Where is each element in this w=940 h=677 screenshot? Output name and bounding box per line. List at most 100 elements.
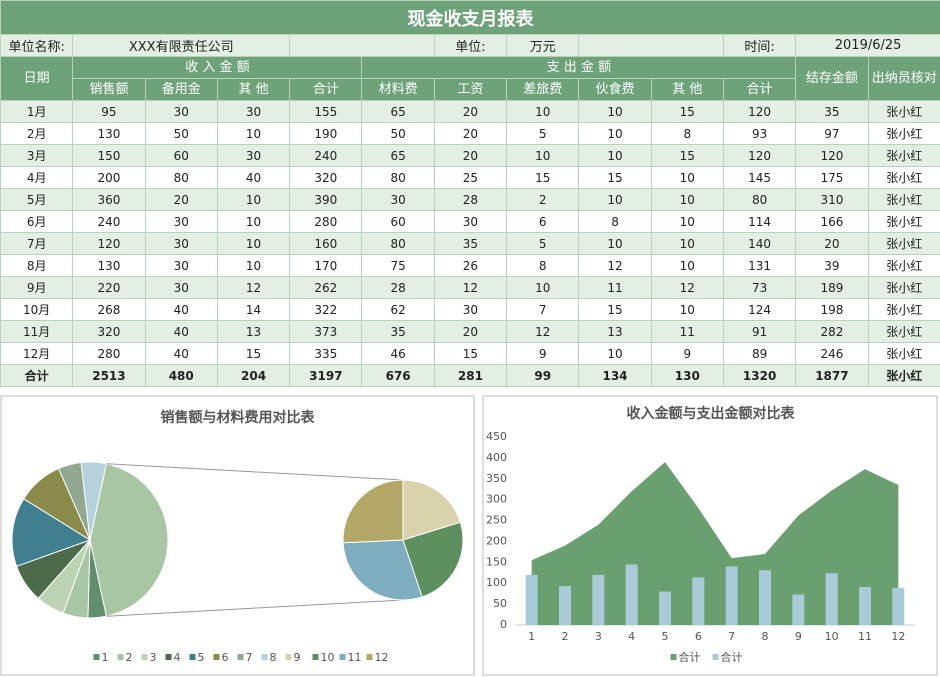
table-cell: 3月 <box>0 144 74 167</box>
table-row: 10月 268 40 14 322 62 30 7 15 10 124 198 张小红 <box>0 298 940 321</box>
legend-swatch <box>339 654 346 660</box>
table-row: 5月 360 20 10 390 30 28 2 10 10 80 310 张小红 <box>0 188 940 211</box>
table-cell: 10 <box>578 232 652 255</box>
header-cell: 工资 <box>433 78 508 101</box>
legend-swatch <box>285 654 292 660</box>
legend-swatch <box>237 654 244 660</box>
header-cell: 伙食费 <box>578 78 652 101</box>
table-cell: 15 <box>433 342 508 365</box>
table-cell: 张小红 <box>867 144 940 167</box>
table-cell: 10 <box>650 232 724 255</box>
table-cell: 220 <box>72 276 146 299</box>
table-cell: 11 <box>650 320 724 343</box>
legend-swatch <box>141 654 148 660</box>
header-cell: 合计 <box>289 78 363 101</box>
header-cell: 结存金额 <box>795 56 869 101</box>
y-tick-label: 300 <box>486 493 507 506</box>
table-cell: 676 <box>361 364 435 387</box>
table-cell: 28 <box>361 276 435 299</box>
header-cell: 备用金 <box>144 78 218 101</box>
table-cell: 万元 <box>506 34 580 57</box>
table-cell: 26 <box>433 254 508 277</box>
table-row: 2月 130 50 10 190 50 20 5 10 8 93 97 张小红 <box>0 122 940 145</box>
table-cell: 99 <box>506 364 580 387</box>
table-cell: 合计 <box>0 364 74 387</box>
table-cell: 30 <box>216 100 291 123</box>
bar <box>592 574 605 625</box>
legend-swatch <box>670 654 677 660</box>
legend-label: 6 <box>222 651 229 664</box>
x-tick-label: 5 <box>662 630 669 643</box>
table-cell: 120 <box>72 232 146 255</box>
table-cell: 12 <box>216 276 291 299</box>
x-tick-label: 2 <box>562 630 569 643</box>
x-tick-label: 12 <box>891 630 905 643</box>
table-row: 7月 120 30 10 160 80 35 5 10 10 140 20 张小红 <box>0 232 940 255</box>
table-cell: 65 <box>361 100 435 123</box>
bar <box>725 566 738 625</box>
legend-label: 2 <box>126 651 133 664</box>
y-tick-label: 200 <box>486 534 507 547</box>
legend-swatch <box>366 654 373 660</box>
table-cell: 15 <box>650 144 724 167</box>
legend-swatch <box>261 654 268 660</box>
table-cell: 张小红 <box>867 320 940 343</box>
table-cell: 20 <box>433 122 508 145</box>
table-cell: 20 <box>433 144 508 167</box>
table-row: 8月 130 30 10 170 75 26 8 12 10 131 39 张小红 <box>0 254 940 277</box>
table-cell: 12月 <box>0 342 74 365</box>
table-cell: 134 <box>578 364 652 387</box>
table-cell: 10 <box>578 188 652 211</box>
table-cell: 30 <box>216 144 291 167</box>
pie-slice <box>402 521 464 598</box>
table-cell: 65 <box>361 144 435 167</box>
table-cell: 张小红 <box>867 100 940 123</box>
table-cell: 30 <box>144 100 218 123</box>
table-cell: 时间: <box>722 34 797 57</box>
table-cell: 150 <box>72 144 146 167</box>
table-row: 6月 240 30 10 280 60 30 6 8 10 114 166 张小红 <box>0 210 940 233</box>
x-tick-label: 7 <box>728 630 735 643</box>
connector <box>106 599 404 617</box>
table-cell: 60 <box>144 144 218 167</box>
bar <box>892 587 905 625</box>
table-cell: 1320 <box>722 364 797 387</box>
y-tick-label: 350 <box>486 472 507 485</box>
pie-slice <box>342 539 423 601</box>
legend-label: 5 <box>198 651 205 664</box>
bar <box>825 573 838 625</box>
header-cell: 合计 <box>722 78 797 101</box>
table-cell: 189 <box>795 276 869 299</box>
x-tick-label: 3 <box>595 630 602 643</box>
x-tick-label: 11 <box>858 630 872 643</box>
table-cell: 张小红 <box>867 254 940 277</box>
table-row: 11月 320 40 13 373 35 20 12 13 11 91 282 张小红 <box>0 320 940 343</box>
table-cell: 320 <box>72 320 146 343</box>
y-tick-label: 150 <box>486 555 507 568</box>
legend-label: 12 <box>375 651 389 664</box>
table-cell: 155 <box>289 100 363 123</box>
y-tick-label: 400 <box>486 451 507 464</box>
table-cell: 3197 <box>289 364 363 387</box>
x-tick-label: 4 <box>628 630 635 643</box>
table-cell: 单位名称: <box>0 34 74 57</box>
table-row: 9月 220 30 12 262 28 12 10 11 12 73 189 张小红 <box>0 276 940 299</box>
header-cell: 差旅费 <box>506 78 580 101</box>
y-tick-label: 50 <box>493 597 507 610</box>
table-cell <box>578 34 724 57</box>
table-row: 合计 2513 480 204 3197 676 281 99 134 130 1320 1877 张小… <box>0 364 940 387</box>
table-cell: 15 <box>650 100 724 123</box>
pie-slice <box>402 479 461 541</box>
table-cell: 12 <box>650 276 724 299</box>
bar <box>625 564 638 625</box>
chart-title: 收入金额与支出金额对比表 <box>627 405 796 422</box>
chart-title: 销售额与材料费用对比表 <box>161 409 316 426</box>
table-cell: 20 <box>795 232 869 255</box>
table-cell: 10 <box>650 188 724 211</box>
table-cell: 89 <box>722 342 797 365</box>
table-cell: 91 <box>722 320 797 343</box>
table-row: 4月 200 80 40 320 80 25 15 15 10 145 175 张小红 <box>0 166 940 189</box>
legend-label: 7 <box>246 651 253 664</box>
